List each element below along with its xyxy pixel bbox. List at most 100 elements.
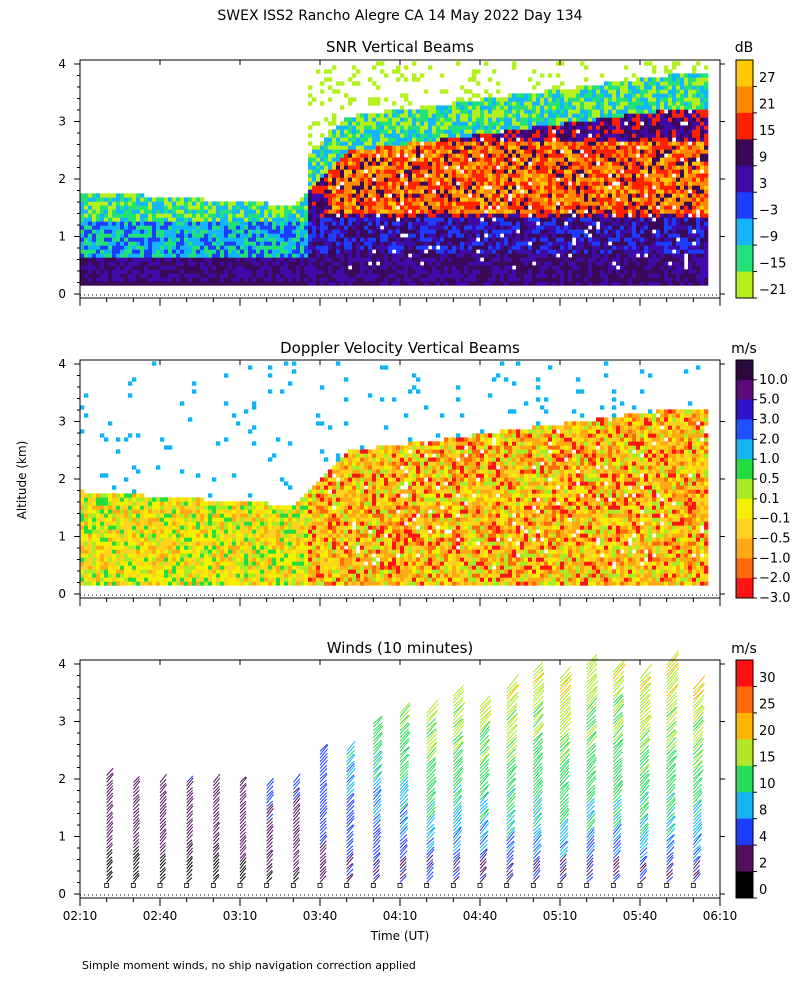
- heatmap-cell: [116, 205, 121, 210]
- heatmap-cell: [524, 93, 529, 98]
- heatmap-cell: [436, 225, 441, 230]
- heatmap-cell: [332, 221, 337, 226]
- heatmap-cell: [620, 233, 625, 238]
- heatmap-cell: [528, 273, 533, 278]
- heatmap-cell: [604, 161, 609, 166]
- heatmap-cell: [532, 133, 537, 138]
- heatmap-cell: [92, 249, 97, 254]
- heatmap-cell: [596, 233, 601, 238]
- heatmap-cell: [556, 73, 561, 78]
- heatmap-cell: [200, 217, 205, 222]
- heatmap-cell: [436, 281, 441, 286]
- heatmap-cell: [448, 197, 453, 202]
- heatmap-cell: [576, 205, 581, 210]
- heatmap-cell: [496, 201, 501, 206]
- heatmap-cell: [412, 77, 417, 82]
- heatmap-cell: [344, 185, 349, 190]
- heatmap-cell: [120, 209, 125, 214]
- heatmap-cell: [568, 197, 573, 202]
- heatmap-cell: [312, 261, 317, 266]
- heatmap-cell: [204, 201, 209, 206]
- heatmap-cell: [292, 209, 297, 214]
- heatmap-cell: [496, 269, 501, 274]
- heatmap-cell: [252, 241, 257, 246]
- heatmap-cell: [408, 181, 413, 186]
- heatmap-cell: [432, 161, 437, 166]
- heatmap-cell: [244, 221, 249, 226]
- heatmap-cell: [404, 193, 409, 198]
- heatmap-cell: [196, 249, 201, 254]
- heatmap-cell: [548, 133, 553, 138]
- heatmap-cell: [524, 245, 529, 250]
- heatmap-cell: [224, 237, 229, 242]
- heatmap-cell: [540, 169, 545, 174]
- heatmap-cell: [592, 109, 597, 114]
- heatmap-cell: [540, 129, 545, 134]
- heatmap-cell: [384, 109, 389, 114]
- heatmap-cell: [160, 249, 165, 254]
- heatmap-cell: [432, 241, 437, 246]
- heatmap-cell: [620, 117, 625, 122]
- heatmap-cell: [444, 277, 449, 282]
- heatmap-cell: [404, 109, 409, 114]
- heatmap-cell: [548, 101, 553, 106]
- heatmap-cell: [492, 245, 497, 250]
- heatmap-cell: [132, 201, 137, 206]
- heatmap-cell: [376, 245, 381, 250]
- heatmap-cell: [528, 269, 533, 274]
- heatmap-cell: [260, 241, 265, 246]
- heatmap-cell: [316, 229, 321, 234]
- heatmap-cell: [144, 233, 149, 238]
- heatmap-cell: [156, 201, 161, 206]
- heatmap-cell: [528, 193, 533, 198]
- heatmap-cell: [604, 237, 609, 242]
- heatmap-cell: [396, 241, 401, 246]
- heatmap-cell: [484, 197, 489, 202]
- heatmap-cell: [500, 161, 505, 166]
- heatmap-cell: [632, 149, 637, 154]
- heatmap-cell: [552, 229, 557, 234]
- heatmap-cell: [480, 121, 485, 126]
- heatmap-cell: [532, 221, 537, 226]
- heatmap-cell: [444, 181, 449, 186]
- heatmap-cell: [528, 177, 533, 182]
- heatmap-cell: [416, 209, 421, 214]
- heatmap-cell: [628, 109, 633, 114]
- heatmap-cell: [328, 213, 333, 218]
- heatmap-cell: [440, 201, 445, 206]
- heatmap-cell: [92, 257, 97, 262]
- heatmap-cell: [276, 209, 281, 214]
- heatmap-cell: [592, 257, 597, 262]
- heatmap-cell: [468, 265, 473, 270]
- heatmap-cell: [124, 197, 129, 202]
- heatmap-cell: [448, 249, 453, 254]
- heatmap-cell: [144, 281, 149, 286]
- heatmap-cell: [284, 281, 289, 286]
- heatmap-cell: [572, 281, 577, 286]
- heatmap-cell: [600, 125, 605, 130]
- heatmap-cell: [548, 137, 553, 142]
- heatmap-cell: [320, 145, 325, 150]
- heatmap-cell: [496, 185, 501, 190]
- heatmap-cell: [196, 241, 201, 246]
- heatmap-cell: [396, 141, 401, 146]
- heatmap-cell: [432, 165, 437, 170]
- heatmap-cell: [312, 209, 317, 214]
- heatmap-cell: [292, 233, 297, 238]
- heatmap-cell: [100, 197, 105, 202]
- heatmap-cell: [468, 277, 473, 282]
- heatmap-cell: [108, 241, 113, 246]
- heatmap-cell: [604, 253, 609, 258]
- heatmap-cell: [424, 105, 429, 110]
- heatmap-cell: [368, 173, 373, 178]
- heatmap-cell: [228, 269, 233, 274]
- heatmap-cell: [368, 101, 373, 106]
- heatmap-cell: [104, 269, 109, 274]
- heatmap-cell: [624, 133, 629, 138]
- heatmap-cell: [516, 153, 521, 158]
- heatmap-cell: [456, 277, 461, 282]
- heatmap-cell: [460, 241, 465, 246]
- heatmap-cell: [492, 281, 497, 286]
- heatmap-cell: [480, 133, 485, 138]
- heatmap-cell: [584, 93, 589, 98]
